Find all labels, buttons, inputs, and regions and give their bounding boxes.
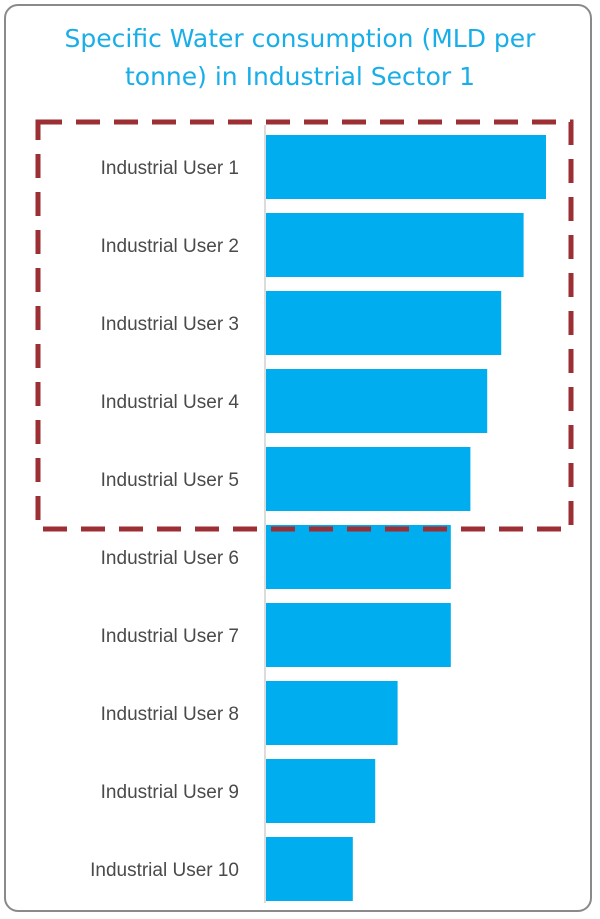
category-label: Industrial User 5 xyxy=(101,470,239,491)
category-label: Industrial User 9 xyxy=(101,782,239,803)
highlight-box xyxy=(35,119,574,532)
category-label: Industrial User 8 xyxy=(101,704,239,725)
bar-industrial-user-7 xyxy=(266,603,451,667)
category-label: Industrial User 3 xyxy=(101,314,239,335)
category-label: Industrial User 4 xyxy=(101,392,240,413)
category-label: Industrial User 2 xyxy=(101,236,239,257)
bar-industrial-user-1 xyxy=(266,135,546,199)
category-label: Industrial User 7 xyxy=(101,626,239,647)
category-label: Industrial User 10 xyxy=(90,860,239,881)
bar-industrial-user-4 xyxy=(266,369,488,433)
category-label: Industrial User 6 xyxy=(101,548,239,569)
bar-industrial-user-2 xyxy=(266,213,524,277)
bar-industrial-user-3 xyxy=(266,291,502,355)
bar-industrial-user-6 xyxy=(266,525,451,589)
chart-title: Specific Water consumption (MLD per tonn… xyxy=(64,24,536,91)
bar-industrial-user-8 xyxy=(266,681,398,745)
bar-industrial-user-10 xyxy=(266,837,353,901)
bar-industrial-user-5 xyxy=(266,447,471,511)
category-label: Industrial User 1 xyxy=(101,158,239,179)
bar-industrial-user-9 xyxy=(266,759,376,823)
